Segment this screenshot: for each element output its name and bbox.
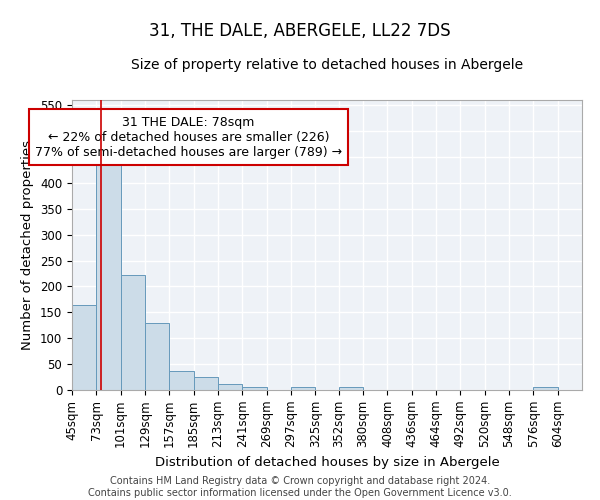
X-axis label: Distribution of detached houses by size in Abergele: Distribution of detached houses by size … xyxy=(155,456,499,468)
Bar xyxy=(97,160,121,390)
Text: 31, THE DALE, ABERGELE, LL22 7DS: 31, THE DALE, ABERGELE, LL22 7DS xyxy=(149,22,451,40)
Bar xyxy=(533,388,557,390)
Text: Contains HM Land Registry data © Crown copyright and database right 2024.
Contai: Contains HM Land Registry data © Crown c… xyxy=(88,476,512,498)
Bar xyxy=(121,275,145,390)
Bar xyxy=(72,304,97,390)
Bar xyxy=(169,372,194,390)
Bar xyxy=(218,384,242,390)
Text: 31 THE DALE: 78sqm
← 22% of detached houses are smaller (226)
77% of semi-detach: 31 THE DALE: 78sqm ← 22% of detached hou… xyxy=(35,116,342,158)
Bar xyxy=(339,388,363,390)
Bar xyxy=(145,322,169,390)
Bar xyxy=(291,388,315,390)
Y-axis label: Number of detached properties: Number of detached properties xyxy=(22,140,34,350)
Title: Size of property relative to detached houses in Abergele: Size of property relative to detached ho… xyxy=(131,58,523,72)
Bar xyxy=(242,387,266,390)
Bar xyxy=(194,377,218,390)
